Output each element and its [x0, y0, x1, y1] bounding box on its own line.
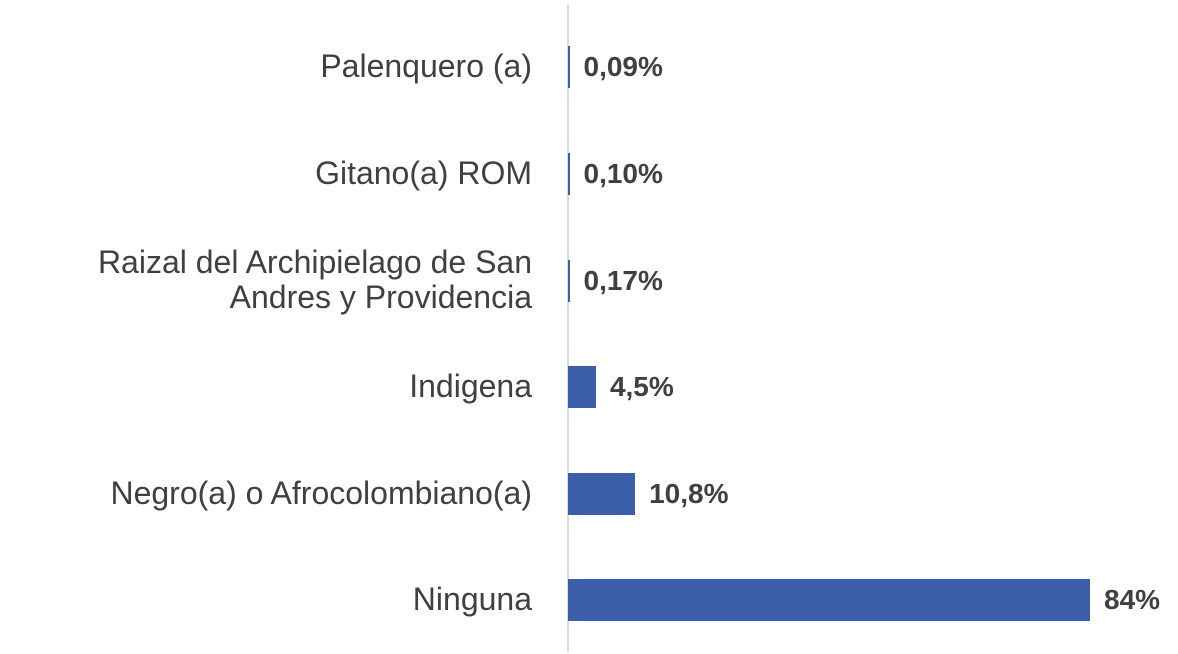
- category-text: Indigena: [409, 368, 532, 405]
- value-label: 84%: [1104, 584, 1161, 616]
- bar: [568, 152, 570, 195]
- category-label: Ninguna: [0, 547, 532, 654]
- axis-line: [567, 5, 569, 652]
- category-label: Gitano(a) ROM: [0, 121, 532, 228]
- category-label: Indigena: [0, 334, 532, 441]
- category-text: Raizal del Archipielago de San Andres y …: [97, 243, 532, 316]
- category-text: Gitano(a) ROM: [315, 154, 532, 191]
- category-text: Negro(a) o Afrocolombiano(a): [110, 474, 532, 511]
- bar: [568, 46, 570, 89]
- bar: [568, 579, 1090, 622]
- value-label: 4,5%: [609, 371, 674, 403]
- value-label: 10,8%: [649, 477, 729, 509]
- bar: [568, 259, 570, 302]
- category-label: Palenquero (a): [0, 14, 532, 121]
- value-label: 0,17%: [583, 264, 663, 296]
- value-label: 0,09%: [583, 51, 663, 83]
- category-text: Ninguna: [412, 581, 532, 618]
- category-label: Raizal del Archipielago de San Andres y …: [0, 227, 532, 334]
- bar: [568, 366, 596, 409]
- category-text: Palenquero (a): [320, 48, 532, 85]
- value-label: 0,10%: [583, 157, 663, 189]
- category-label: Negro(a) o Afrocolombiano(a): [0, 440, 532, 547]
- bar: [568, 472, 636, 515]
